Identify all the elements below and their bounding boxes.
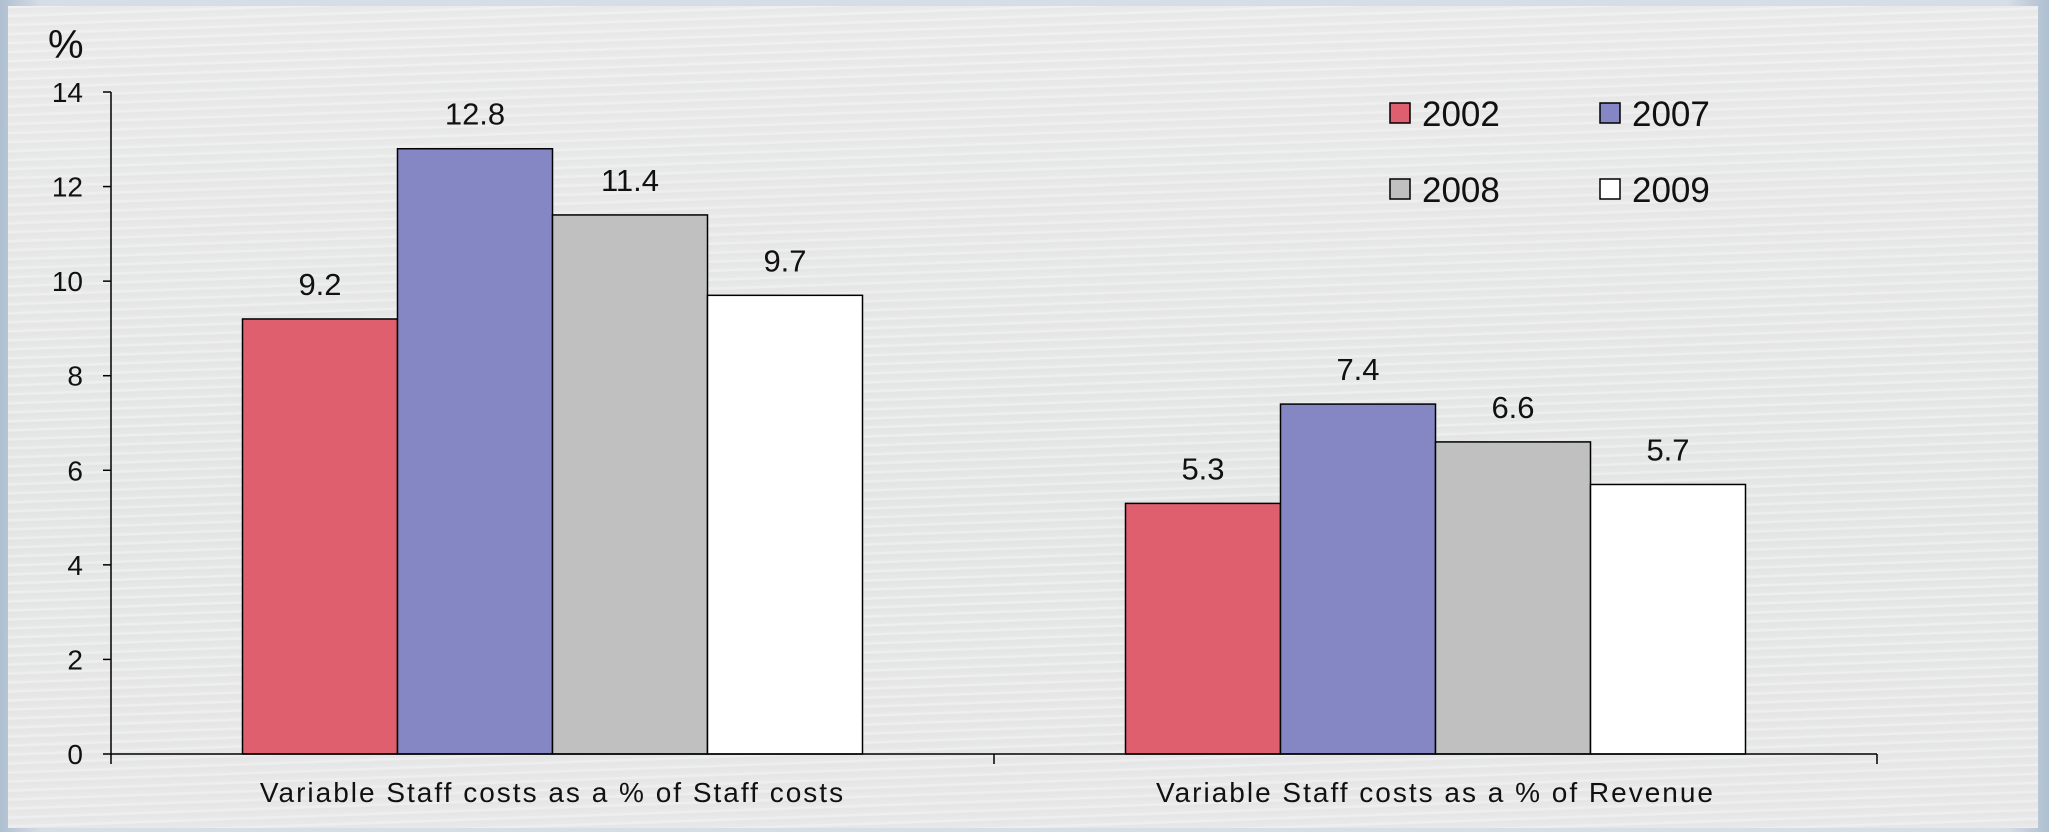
y-tick-label: 2: [67, 644, 83, 675]
data-label-2009-1: 9.7: [763, 243, 806, 278]
data-label-2008-2: 6.6: [1491, 390, 1534, 425]
legend-label-2008: 2008: [1422, 171, 1500, 210]
data-label-2002-1: 9.2: [298, 267, 341, 302]
bar-2009-1: [706, 294, 864, 755]
y-tick-label: 8: [67, 361, 83, 392]
bar-2007-1: [396, 147, 554, 755]
data-label-2009-2: 5.7: [1646, 432, 1689, 467]
category-labels-group: Variable Staff costs as a % of Staff cos…: [260, 777, 1715, 808]
legend-swatch-2002: [1389, 102, 1411, 124]
y-tick-label: 6: [67, 455, 83, 486]
bar-2002-2: [1124, 502, 1282, 755]
bar-2008-1: [551, 214, 709, 755]
y-axis-ticks: 0 2 4 6 8 10 12 14: [52, 77, 111, 770]
category-label-2: Variable Staff costs as a % of Revenue: [1156, 777, 1715, 808]
data-label-2008-1: 11.4: [601, 163, 659, 198]
y-axis-unit-label: %: [48, 23, 84, 67]
category-label-1: Variable Staff costs as a % of Staff cos…: [260, 777, 845, 808]
data-label-2002-2: 5.3: [1181, 451, 1224, 486]
legend-label-2002: 2002: [1422, 95, 1500, 134]
data-label-2007-1: 12.8: [445, 97, 505, 132]
legend-swatch-2009: [1599, 178, 1621, 200]
legend: 2002 2007 2008 2009: [1389, 95, 1710, 210]
data-label-2007-2: 7.4: [1336, 352, 1379, 387]
data-labels-group: 9.2 12.8 11.4 9.7 5.3 7.4 6.6 5.7: [298, 97, 1689, 487]
legend-label-2009: 2009: [1632, 171, 1710, 210]
legend-swatch-2008: [1389, 178, 1411, 200]
legend-swatch-2007: [1599, 102, 1621, 124]
y-tick-label: 4: [67, 550, 83, 581]
bar-2009-2: [1589, 483, 1747, 755]
y-tick-label: 10: [52, 266, 83, 297]
y-tick-label: 14: [52, 77, 83, 108]
axes: [110, 92, 1878, 764]
bar-2008-2: [1434, 441, 1592, 755]
y-tick-label: 12: [52, 172, 83, 203]
bars-group: [241, 147, 1747, 755]
y-tick-label: 0: [67, 739, 83, 770]
legend-label-2007: 2007: [1632, 95, 1710, 134]
bar-2007-2: [1279, 403, 1437, 755]
bar-2002-1: [241, 318, 399, 755]
